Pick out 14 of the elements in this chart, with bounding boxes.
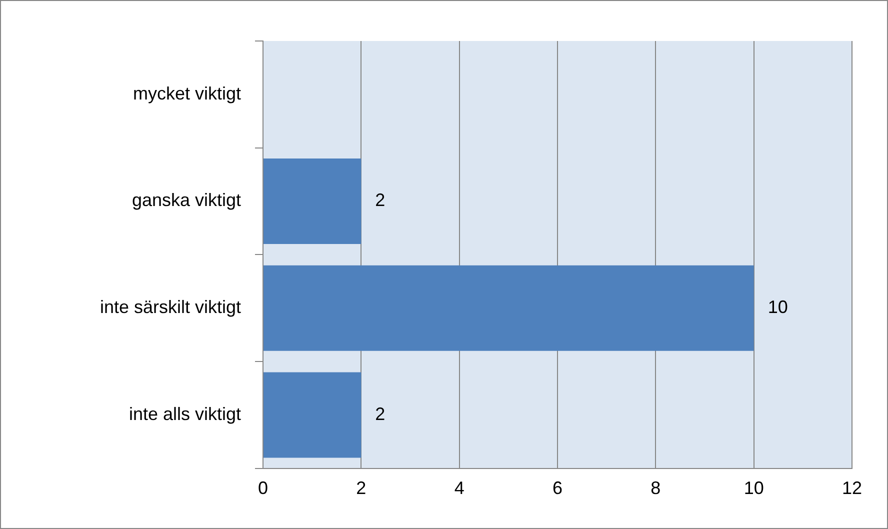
x-tick-label: 0: [258, 478, 268, 498]
y-tick-label: inte alls viktigt: [128, 404, 241, 424]
x-tick-label: 12: [842, 478, 862, 498]
data-label: 10: [768, 297, 788, 318]
x-tick-label: 2: [356, 478, 366, 498]
data-label: 2: [375, 190, 386, 210]
y-tick-label: ganska viktigt: [132, 190, 241, 210]
y-tick-label: inte särskilt viktigt: [100, 297, 241, 318]
x-tick-label: 10: [744, 478, 764, 498]
x-tick-label: 4: [454, 478, 464, 498]
x-tick-label: 8: [650, 478, 661, 498]
y-tick-label: mycket viktigt: [132, 83, 241, 104]
x-tick-label: 6: [552, 478, 563, 498]
data-label: 2: [375, 404, 386, 424]
